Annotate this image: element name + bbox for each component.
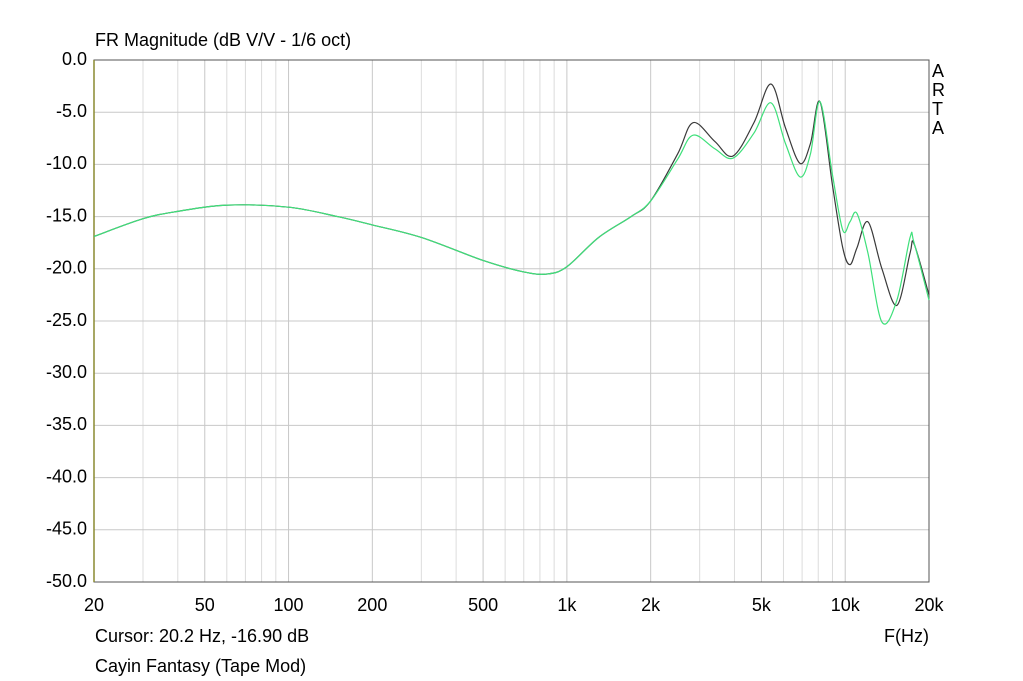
series-line bbox=[93, 83, 930, 306]
x-tick-label: 50 bbox=[195, 595, 215, 615]
watermark: ARTA bbox=[932, 61, 945, 138]
x-tick-label: 1k bbox=[557, 595, 577, 615]
y-tick-label: -40.0 bbox=[46, 466, 87, 486]
y-tick-label: -10.0 bbox=[46, 153, 87, 173]
x-tick-label: 100 bbox=[274, 595, 304, 615]
y-tick-label: -35.0 bbox=[46, 414, 87, 434]
y-tick-label: -45.0 bbox=[46, 519, 87, 539]
x-tick-label: 20k bbox=[914, 595, 944, 615]
x-axis-label: F(Hz) bbox=[884, 626, 929, 646]
y-tick-label: -15.0 bbox=[46, 205, 87, 225]
y-tick-label: 0.0 bbox=[62, 49, 87, 69]
y-tick-label: -5.0 bbox=[56, 101, 87, 121]
cursor-readout: Cursor: 20.2 Hz, -16.90 dB bbox=[95, 626, 309, 646]
series-line bbox=[93, 101, 930, 325]
y-tick-label: -25.0 bbox=[46, 310, 87, 330]
x-tick-label: 500 bbox=[468, 595, 498, 615]
x-tick-label: 200 bbox=[357, 595, 387, 615]
caption: Cayin Fantasy (Tape Mod) bbox=[95, 656, 306, 676]
x-tick-label: 5k bbox=[752, 595, 772, 615]
x-tick-label: 2k bbox=[641, 595, 661, 615]
x-tick-label: 20 bbox=[84, 595, 104, 615]
y-tick-label: -50.0 bbox=[46, 571, 87, 591]
x-tick-label: 10k bbox=[831, 595, 861, 615]
chart-title: FR Magnitude (dB V/V - 1/6 oct) bbox=[95, 30, 351, 50]
y-tick-label: -30.0 bbox=[46, 362, 87, 382]
y-tick-label: -20.0 bbox=[46, 258, 87, 278]
